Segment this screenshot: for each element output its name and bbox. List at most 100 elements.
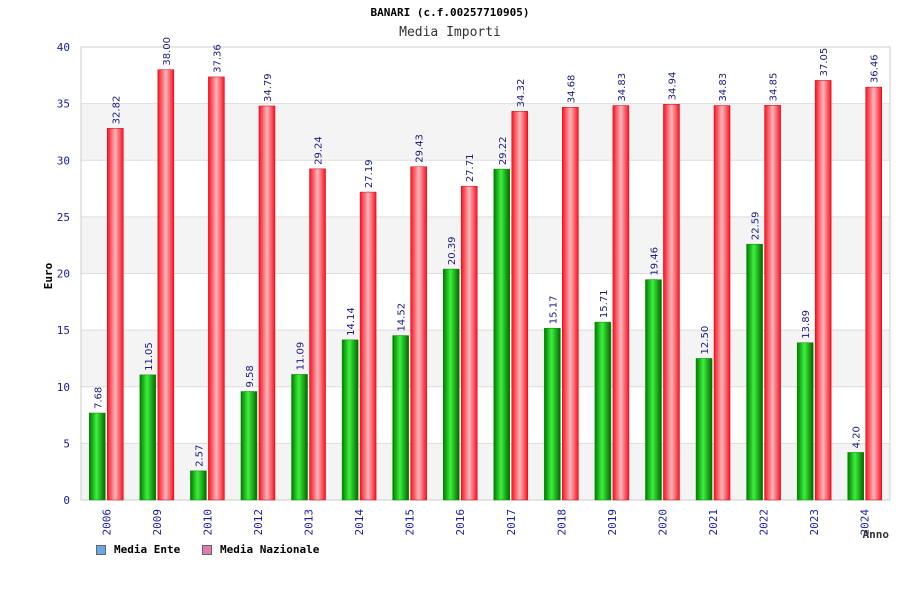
data-label-media-ente: 22.59 xyxy=(751,212,762,241)
data-label-media-ente: 11.09 xyxy=(296,342,307,371)
chart-subtitle: Media Importi xyxy=(399,25,501,40)
bar-media-nazionale xyxy=(157,69,175,501)
legend-swatch-ente xyxy=(96,544,106,555)
bar-media-nazionale xyxy=(208,76,225,501)
bar-media-ente xyxy=(847,452,864,501)
data-label-media-ente: 11.05 xyxy=(144,342,155,371)
bar-media-nazionale xyxy=(460,185,478,501)
data-label-media-nazionale: 29.43 xyxy=(415,134,426,163)
y-tick-label: 40 xyxy=(57,41,70,54)
data-label-media-ente: 29.22 xyxy=(498,136,509,165)
data-label-media-nazionale: 34.85 xyxy=(769,73,780,102)
y-tick-label: 30 xyxy=(57,154,70,167)
bar-media-nazionale xyxy=(107,128,124,501)
legend-item-ente: Media Ente xyxy=(96,543,180,556)
data-label-media-ente: 7.68 xyxy=(93,387,104,409)
data-label-media-nazionale: 27.19 xyxy=(364,159,375,188)
data-label-media-ente: 4.20 xyxy=(852,426,863,448)
data-label-media-nazionale: 37.05 xyxy=(819,48,830,77)
data-label-media-ente: 9.58 xyxy=(245,365,256,387)
data-label-media-ente: 15.17 xyxy=(548,296,559,325)
y-tick-label: 35 xyxy=(57,98,70,111)
bar-media-nazionale xyxy=(410,166,427,501)
data-label-media-nazionale: 34.32 xyxy=(516,79,527,108)
data-label-media-nazionale: 34.94 xyxy=(667,72,678,101)
chart-title: BANARI (c.f.00257710905) xyxy=(370,6,530,19)
x-tick-label: 2016 xyxy=(454,509,467,536)
bar-media-ente xyxy=(89,412,106,501)
data-label-media-nazionale: 36.46 xyxy=(870,54,881,83)
bar-media-nazionale xyxy=(612,105,630,501)
data-label-media-ente: 14.14 xyxy=(346,307,357,336)
legend-item-nazionale: Media Nazionale xyxy=(202,543,319,556)
bar-media-ente xyxy=(139,374,157,501)
data-label-media-nazionale: 34.68 xyxy=(566,75,577,104)
bar-media-ente xyxy=(695,358,713,501)
x-tick-label: 2010 xyxy=(201,509,214,536)
bar-media-ente xyxy=(796,342,814,501)
data-label-media-nazionale: 34.83 xyxy=(718,73,729,102)
x-tick-label: 2024 xyxy=(859,509,872,536)
y-axis-label: Euro xyxy=(42,262,55,289)
x-tick-label: 2009 xyxy=(151,509,164,536)
y-tick-label: 20 xyxy=(57,268,70,281)
data-label-media-ente: 14.52 xyxy=(397,303,408,332)
bar-media-ente xyxy=(392,335,409,501)
data-label-media-ente: 20.39 xyxy=(447,236,458,265)
data-label-media-nazionale: 29.24 xyxy=(314,136,325,165)
bar-media-nazionale xyxy=(562,106,579,501)
y-tick-label: 5 xyxy=(63,437,70,450)
x-tick-label: 2012 xyxy=(252,509,265,536)
data-label-media-nazionale: 32.82 xyxy=(111,96,122,125)
x-tick-label: 2015 xyxy=(404,509,417,536)
bar-media-nazionale xyxy=(359,191,377,501)
data-label-media-ente: 2.57 xyxy=(194,445,205,467)
data-label-media-nazionale: 34.83 xyxy=(617,73,628,102)
x-tick-label: 2018 xyxy=(555,509,568,536)
bar-media-ente xyxy=(645,279,662,501)
bar-media-ente xyxy=(442,268,460,501)
bar-media-ente xyxy=(544,327,561,501)
y-tick-label: 0 xyxy=(63,494,70,507)
data-label-media-ente: 19.46 xyxy=(649,247,660,276)
data-label-media-ente: 13.89 xyxy=(801,310,812,339)
y-tick-label: 15 xyxy=(57,324,70,337)
bar-media-ente xyxy=(291,374,308,501)
data-label-media-nazionale: 37.36 xyxy=(212,44,223,73)
plot-area-border xyxy=(80,46,891,501)
bar-media-ente xyxy=(493,168,511,501)
bar-media-ente xyxy=(240,391,258,501)
legend-swatch-nazionale xyxy=(202,544,212,555)
bar-media-ente xyxy=(190,470,207,501)
bar-media-nazionale xyxy=(258,105,276,501)
bar-media-nazionale xyxy=(764,105,781,501)
bar-media-ente xyxy=(746,243,763,501)
legend-label-ente: Media Ente xyxy=(114,543,181,556)
data-label-media-nazionale: 34.79 xyxy=(263,73,274,102)
x-axis-label: Anno xyxy=(863,528,890,541)
x-tick-label: 2020 xyxy=(656,509,669,536)
x-tick-label: 2013 xyxy=(303,509,316,536)
x-tick-label: 2019 xyxy=(606,509,619,536)
y-tick-label: 10 xyxy=(57,381,70,394)
data-label-media-ente: 15.71 xyxy=(599,289,610,318)
x-tick-label: 2021 xyxy=(707,509,720,536)
x-tick-label: 2022 xyxy=(758,509,771,536)
x-tick-label: 2023 xyxy=(808,509,821,536)
bar-media-ente xyxy=(594,321,612,501)
bar-media-nazionale xyxy=(663,104,680,501)
x-tick-label: 2006 xyxy=(100,509,113,536)
y-tick-label: 25 xyxy=(57,211,70,224)
x-tick-label: 2017 xyxy=(505,509,518,536)
legend-label-nazionale: Media Nazionale xyxy=(220,543,320,556)
bar-media-nazionale xyxy=(511,111,529,501)
data-label-media-ente: 12.50 xyxy=(700,326,711,355)
data-label-media-nazionale: 38.00 xyxy=(162,37,173,66)
bar-media-ente xyxy=(341,339,359,501)
bar-media-nazionale xyxy=(814,80,832,501)
bar-media-nazionale xyxy=(309,168,326,501)
data-label-media-nazionale: 27.71 xyxy=(465,154,476,183)
bar-media-nazionale xyxy=(713,105,731,501)
x-tick-label: 2014 xyxy=(353,509,366,536)
